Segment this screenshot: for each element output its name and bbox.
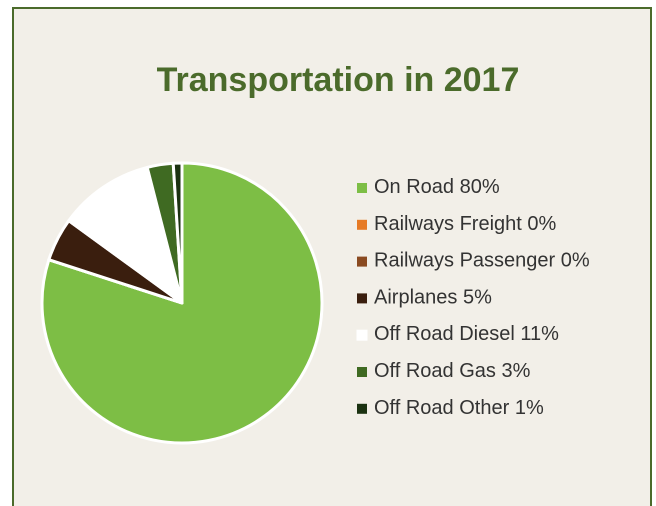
legend-value: 5% xyxy=(463,287,492,309)
legend-name: Off Road Diesel xyxy=(374,323,515,345)
legend-swatch xyxy=(356,329,368,341)
legend-label: Off Road Gas 3% xyxy=(374,360,531,382)
legend-label: On Road 80% xyxy=(374,176,500,198)
pie-slice xyxy=(171,161,184,305)
legend-name: Railways Freight xyxy=(374,213,522,235)
legend-swatch xyxy=(357,219,367,230)
legend-label: Off Road Other 1% xyxy=(374,397,544,419)
legend-name: Off Road Gas xyxy=(374,360,496,382)
legend-swatch xyxy=(357,183,367,193)
legend-swatch xyxy=(357,403,367,414)
legend-label: Airplanes 5% xyxy=(374,287,492,309)
pie-slice xyxy=(67,165,184,305)
chart-title: Transportation in 2017 xyxy=(157,61,520,99)
legend-value: 80% xyxy=(460,176,500,198)
legend-value: 3% xyxy=(501,360,530,382)
legend-swatch xyxy=(357,367,367,377)
legend-value: 1% xyxy=(515,397,544,419)
legend-swatch xyxy=(357,256,367,267)
legend-label: Railways Freight 0% xyxy=(374,213,557,235)
legend-label: Railways Passenger 0% xyxy=(374,250,590,272)
legend-name: Airplanes xyxy=(374,287,457,309)
legend-value: 0% xyxy=(561,250,590,272)
legend-name: Railways Passenger xyxy=(374,250,556,272)
legend-name: Off Road Other xyxy=(374,397,510,419)
legend-name: On Road xyxy=(374,176,454,198)
legend-swatch xyxy=(357,293,367,304)
pie xyxy=(40,161,324,445)
legend-value: 11% xyxy=(520,323,559,345)
legend-value: 0% xyxy=(527,213,556,235)
legend-label: Off Road Diesel 11% xyxy=(374,323,559,345)
legend: On Road 80%Railways Freight 0%Railways P… xyxy=(356,176,590,419)
